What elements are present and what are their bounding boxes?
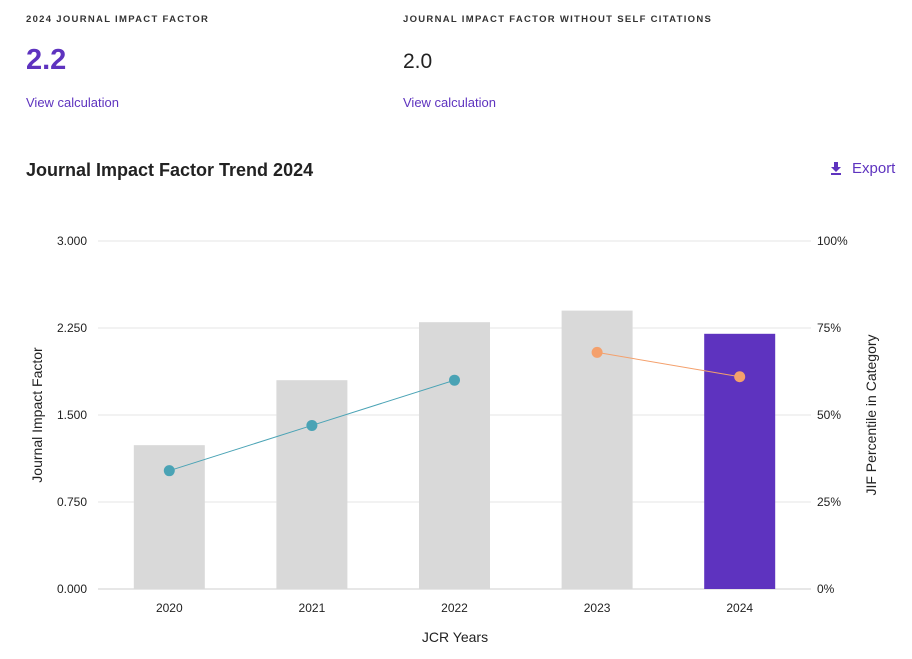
y2-tick-label: 0% bbox=[817, 582, 835, 596]
y-tick-label: 2.250 bbox=[57, 321, 87, 335]
y2-tick-label: 25% bbox=[817, 495, 841, 509]
x-axis-title: JCR Years bbox=[422, 629, 488, 645]
export-label: Export bbox=[852, 160, 896, 177]
bar-2021 bbox=[276, 380, 348, 589]
x-tick-label: 2021 bbox=[299, 601, 326, 615]
export-button[interactable]: Export bbox=[830, 160, 895, 177]
bar-2022 bbox=[419, 322, 490, 589]
chart-title: Journal Impact Factor Trend 2024 bbox=[26, 160, 314, 180]
jif-no-self-value: 2.0 bbox=[403, 50, 433, 73]
x-tick-label: 2023 bbox=[584, 601, 611, 615]
x-tick-label: 2022 bbox=[441, 601, 468, 615]
y2-tick-label: 100% bbox=[817, 234, 848, 248]
percentile-point bbox=[449, 374, 460, 386]
y2-tick-label: 50% bbox=[817, 408, 841, 422]
y2-tick-label: 75% bbox=[817, 321, 841, 335]
jif-no-self-label: JOURNAL IMPACT FACTOR WITHOUT SELF CITAT… bbox=[403, 14, 713, 25]
percentile-point bbox=[163, 465, 175, 477]
percentile-point bbox=[591, 346, 603, 358]
y-axis-title: Journal Impact Factor bbox=[29, 347, 45, 483]
jif-view-calculation-link[interactable]: View calculation bbox=[26, 95, 119, 110]
jif-no-self-view-calculation-link[interactable]: View calculation bbox=[403, 95, 496, 110]
percentile-line-1 bbox=[597, 351, 740, 378]
jif-label: 2024 JOURNAL IMPACT FACTOR bbox=[26, 14, 210, 25]
y-tick-label: 0.750 bbox=[57, 495, 87, 509]
y-tick-label: 1.500 bbox=[57, 408, 87, 422]
download-icon bbox=[830, 162, 842, 175]
percentile-point bbox=[734, 371, 746, 383]
percentile-point bbox=[306, 419, 318, 431]
x-tick-label: 2024 bbox=[726, 601, 753, 615]
y-tick-label: 0.000 bbox=[57, 582, 87, 596]
x-tick-label: 2020 bbox=[156, 601, 183, 615]
y2-axis-title: JIF Percentile in Category bbox=[863, 334, 879, 495]
jif-value: 2.2 bbox=[26, 44, 67, 76]
y-tick-label: 3.000 bbox=[57, 234, 87, 248]
